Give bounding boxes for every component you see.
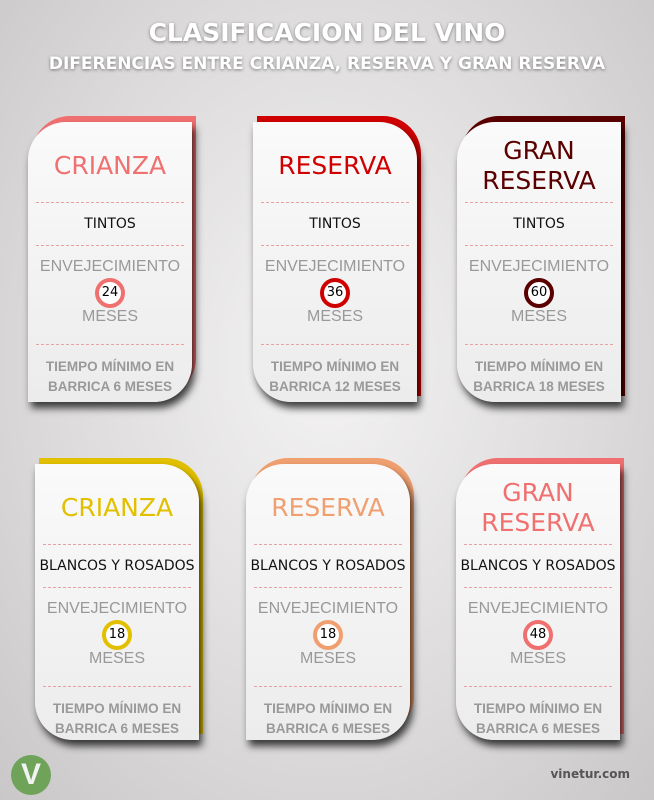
- barrel-time: TIEMPO MÍNIMO EN BARRICA 6 MESES: [456, 687, 620, 739]
- divider: [43, 686, 191, 687]
- divider: [36, 202, 184, 203]
- barrel-time-line1: TIEMPO MÍNIMO EN: [263, 701, 393, 716]
- divider: [43, 587, 191, 588]
- wine-type: BLANCOS Y ROSADOS: [460, 558, 616, 574]
- barrel-time-line2: BARRICA 6 MESES: [47, 379, 173, 394]
- aging-section: ENVEJECIMIENTO 18 MESES: [35, 588, 199, 686]
- vinetur-logo: V: [11, 755, 51, 795]
- months-badge: 18: [102, 620, 132, 650]
- months-badge: 48: [523, 620, 553, 650]
- months-label: MESES: [510, 308, 567, 325]
- aging-label: ENVEJECIMIENTO: [467, 600, 609, 617]
- barrel-time-line1: TIEMPO MÍNIMO EN: [52, 701, 182, 716]
- wine-card: CRIANZA BLANCOS Y ROSADOS ENVEJECIMIENTO…: [35, 464, 199, 740]
- divider: [261, 245, 409, 246]
- barrel-time-line2: BARRICA 6 MESES: [475, 721, 601, 736]
- aging-label: ENVEJECIMIENTO: [257, 600, 399, 617]
- wine-category: GRAN RESERVA: [456, 464, 620, 544]
- wine-card: RESERVA TINTOS ENVEJECIMIENTO 36 MESES T…: [253, 122, 417, 402]
- divider: [254, 686, 402, 687]
- wine-type: BLANCOS Y ROSADOS: [250, 558, 406, 574]
- aging-label: ENVEJECIMIENTO: [264, 258, 406, 275]
- category-name: RESERVA: [278, 151, 392, 180]
- months-label: MESES: [509, 650, 566, 667]
- aging-section: ENVEJECIMIENTO 18 MESES: [246, 588, 410, 686]
- aging-section: ENVEJECIMIENTO 60 MESES: [457, 246, 621, 344]
- divider: [254, 544, 402, 545]
- divider: [465, 202, 613, 203]
- aging-label: ENVEJECIMIENTO: [39, 258, 181, 275]
- category-name: RESERVA: [271, 493, 385, 522]
- barrel-time-line1: TIEMPO MÍNIMO EN: [270, 359, 400, 374]
- wine-category: RESERVA: [253, 122, 417, 202]
- wine-card: CRIANZA TINTOS ENVEJECIMIENTO 24 MESES T…: [28, 122, 192, 402]
- category-name: CRIANZA: [60, 493, 174, 522]
- barrel-time: TIEMPO MÍNIMO EN BARRICA 6 MESES: [28, 345, 192, 397]
- divider: [465, 344, 613, 345]
- months-label: MESES: [306, 308, 363, 325]
- divider: [254, 587, 402, 588]
- divider: [465, 245, 613, 246]
- months-badge: 60: [524, 278, 554, 308]
- barrel-time: TIEMPO MÍNIMO EN BARRICA 12 MESES: [253, 345, 417, 397]
- barrel-time-line1: TIEMPO MÍNIMO EN: [45, 359, 175, 374]
- months-badge: 36: [320, 278, 350, 308]
- barrel-time-line2: BARRICA 6 MESES: [54, 721, 180, 736]
- months-label: MESES: [88, 650, 145, 667]
- wine-type: TINTOS: [513, 216, 565, 232]
- barrel-time-line1: TIEMPO MÍNIMO EN: [474, 359, 604, 374]
- divider: [464, 686, 612, 687]
- aging-section: ENVEJECIMIENTO 48 MESES: [456, 588, 620, 686]
- barrel-time: TIEMPO MÍNIMO EN BARRICA 6 MESES: [35, 687, 199, 739]
- page-subtitle: DIFERENCIAS ENTRE CRIANZA, RESERVA Y GRA…: [48, 54, 606, 74]
- barrel-time-line2: BARRICA 6 MESES: [265, 721, 391, 736]
- wine-category: CRIANZA: [35, 464, 199, 544]
- divider: [261, 344, 409, 345]
- aging-section: ENVEJECIMIENTO 36 MESES: [253, 246, 417, 344]
- divider: [464, 544, 612, 545]
- months-badge: 24: [95, 278, 125, 308]
- category-name: CRIANZA: [53, 151, 167, 180]
- wine-type: BLANCOS Y ROSADOS: [39, 558, 195, 574]
- wine-type: TINTOS: [309, 216, 361, 232]
- category-name: GRAN RESERVA: [482, 136, 596, 195]
- barrel-time-line2: BARRICA 18 MESES: [473, 379, 605, 394]
- divider: [464, 587, 612, 588]
- months-label: MESES: [299, 650, 356, 667]
- barrel-time: TIEMPO MÍNIMO EN BARRICA 18 MESES: [457, 345, 621, 397]
- wine-card: GRAN RESERVA TINTOS ENVEJECIMIENTO 60 ME…: [457, 122, 621, 402]
- category-name: GRAN RESERVA: [481, 478, 595, 537]
- aging-label: ENVEJECIMIENTO: [46, 600, 188, 617]
- barrel-time-line1: TIEMPO MÍNIMO EN: [473, 701, 603, 716]
- divider: [36, 344, 184, 345]
- wine-category: CRIANZA: [28, 122, 192, 202]
- divider: [43, 544, 191, 545]
- barrel-time: TIEMPO MÍNIMO EN BARRICA 6 MESES: [246, 687, 410, 739]
- wine-category: GRAN RESERVA: [457, 122, 621, 202]
- months-label: MESES: [81, 308, 138, 325]
- site-url: vinetur.com: [550, 767, 630, 781]
- wine-type: TINTOS: [84, 216, 136, 232]
- wine-category: RESERVA: [246, 464, 410, 544]
- wine-card: RESERVA BLANCOS Y ROSADOS ENVEJECIMIENTO…: [246, 464, 410, 740]
- divider: [261, 202, 409, 203]
- wine-card: GRAN RESERVA BLANCOS Y ROSADOS ENVEJECIM…: [456, 464, 620, 740]
- barrel-time-line2: BARRICA 12 MESES: [269, 379, 401, 394]
- aging-section: ENVEJECIMIENTO 24 MESES: [28, 246, 192, 344]
- page-title: CLASIFICACION DEL VINO: [148, 18, 506, 47]
- divider: [36, 245, 184, 246]
- aging-label: ENVEJECIMIENTO: [468, 258, 610, 275]
- months-badge: 18: [313, 620, 343, 650]
